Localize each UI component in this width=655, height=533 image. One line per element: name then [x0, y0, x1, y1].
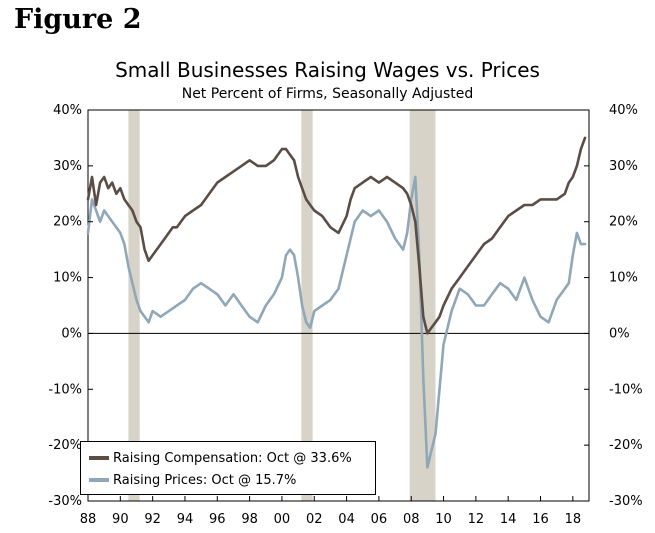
- legend-item-compensation: Raising Compensation: Oct @ 33.6%: [89, 448, 352, 468]
- y-tick-label-left: -20%: [48, 438, 82, 453]
- y-tick-label-right: -30%: [609, 494, 643, 509]
- legend-label-compensation: Raising Compensation: Oct @ 33.6%: [113, 450, 352, 466]
- x-tick-label: 90: [112, 512, 129, 527]
- y-tick-label-right: -10%: [609, 382, 643, 397]
- y-tick-label-left: -30%: [48, 494, 82, 509]
- x-tick-label: 88: [80, 512, 97, 527]
- legend-item-prices: Raising Prices: Oct @ 15.7%: [89, 470, 296, 490]
- y-tick-label-left: 30%: [53, 159, 82, 174]
- y-tick-label-left: 20%: [53, 215, 82, 230]
- x-tick-label: 04: [338, 512, 355, 527]
- legend: Raising Compensation: Oct @ 33.6% Raisin…: [80, 441, 376, 495]
- y-tick-label-left: 40%: [53, 103, 82, 118]
- y-tick-label-left: 10%: [53, 271, 82, 286]
- x-tick-label: 06: [371, 512, 388, 527]
- x-tick-label: 14: [500, 512, 517, 527]
- x-tick-label: 98: [241, 512, 258, 527]
- x-tick-label: 08: [403, 512, 420, 527]
- x-tick-label: 10: [435, 512, 452, 527]
- legend-swatch-compensation: [89, 456, 109, 460]
- x-tick-label: 00: [274, 512, 291, 527]
- plot-frame: [87, 109, 590, 502]
- x-tick-label: 96: [209, 512, 226, 527]
- y-tick-label-right: 20%: [609, 215, 638, 230]
- y-tick-label-right: -20%: [609, 438, 643, 453]
- legend-swatch-prices: [89, 478, 109, 482]
- tick-layer: -30% -30% -20% -20% -10% -10% 0% 0% 10% 10% 20% 20%…: [48, 103, 642, 527]
- y-tick-label-left: 0%: [61, 326, 82, 341]
- x-tick-label: 92: [144, 512, 161, 527]
- y-tick-label-right: 30%: [609, 159, 638, 174]
- recession-band-0: [128, 110, 140, 501]
- x-tick-label: 18: [565, 512, 582, 527]
- y-tick-label-right: 40%: [609, 103, 638, 118]
- x-tick-label: 16: [532, 512, 549, 527]
- figure-label: Figure 2: [14, 4, 142, 35]
- x-tick-label: 94: [177, 512, 194, 527]
- x-tick-label: 12: [468, 512, 485, 527]
- series-line-compensation: [86, 136, 587, 335]
- series-line-prices: [86, 175, 587, 469]
- legend-label-prices: Raising Prices: Oct @ 15.7%: [113, 472, 297, 488]
- chart-title: Small Businesses Raising Wages vs. Price…: [115, 58, 540, 82]
- y-tick-label-right: 10%: [609, 271, 638, 286]
- series-layer: [86, 136, 587, 469]
- y-tick-label-left: -10%: [48, 382, 82, 397]
- x-tick-label: 02: [306, 512, 323, 527]
- chart-subtitle: Net Percent of Firms, Seasonally Adjuste…: [181, 86, 474, 102]
- recession-band-1: [301, 110, 313, 501]
- y-tick-label-right: 0%: [609, 326, 630, 341]
